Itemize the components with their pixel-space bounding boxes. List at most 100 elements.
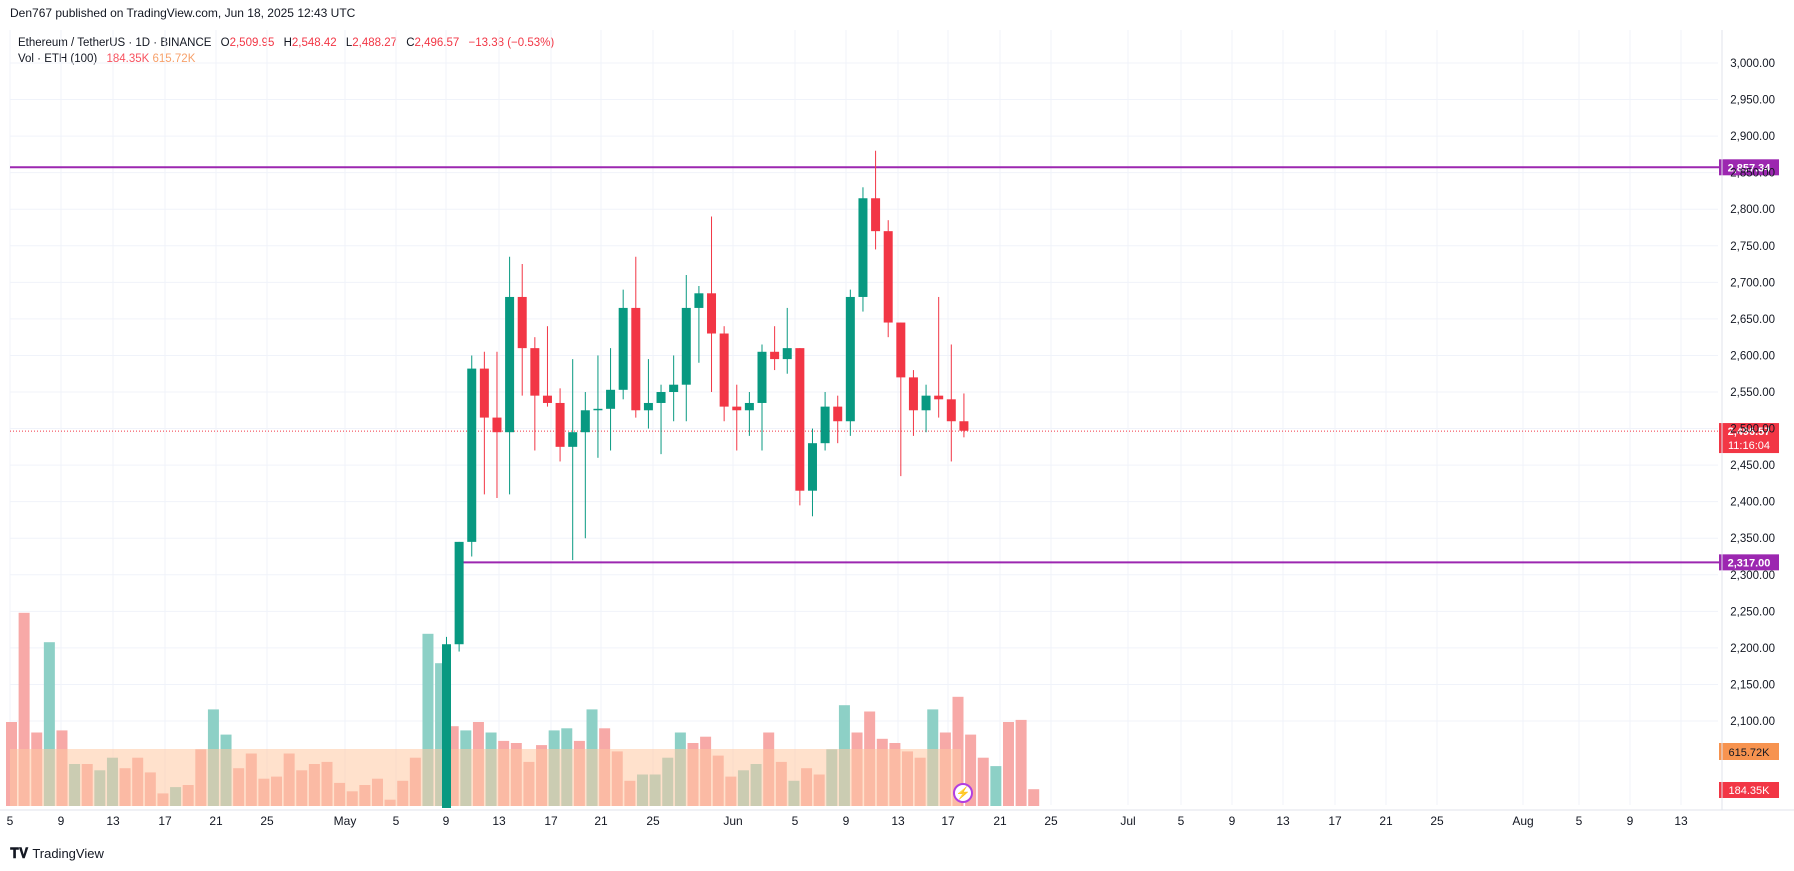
volume-tag-label: 184.35K [1729, 785, 1771, 797]
y-tick-label: 2,750.00 [1730, 241, 1775, 253]
x-tick-label: 9 [843, 814, 850, 828]
volume-value: 184.35K [106, 53, 150, 65]
candle-body [959, 421, 969, 431]
candles [442, 150, 969, 808]
candle-body [555, 402, 565, 447]
candle-body [517, 296, 527, 349]
candle-body [883, 231, 893, 323]
x-tick-label: 25 [1044, 814, 1058, 828]
x-tick-label: 17 [941, 814, 955, 828]
symbol-name[interactable]: Ethereum / TetherUS · 1D · BINANCE [18, 37, 212, 49]
candle-body [631, 307, 641, 411]
candle-body [921, 395, 931, 411]
y-tick-label: 2,600.00 [1730, 350, 1775, 362]
x-tick-label: Jun [723, 814, 742, 828]
candle-body [505, 296, 515, 433]
y-tick-label: 2,400.00 [1730, 497, 1775, 509]
y-tick-label: 2,800.00 [1730, 204, 1775, 216]
candle-body [542, 395, 552, 403]
x-tick-label: Aug [1512, 814, 1533, 828]
y-tick-label: 2,150.00 [1730, 679, 1775, 691]
candle-body [757, 351, 767, 403]
candle-body [442, 644, 451, 808]
axes: 3,000.00 2,950.00 2,900.00 2,850.00 2,800.00… [0, 30, 1794, 828]
level-price-tag [1719, 159, 1779, 176]
x-tick-label: 9 [1627, 814, 1634, 828]
candle-body [833, 406, 843, 422]
x-tick-label: 5 [393, 814, 400, 828]
candle-body [580, 410, 590, 433]
high-value: 2,548.42 [291, 37, 337, 49]
volume-bar [965, 734, 977, 806]
volume-indicator-name[interactable]: Vol · ETH (100) [18, 53, 98, 65]
candle-body [946, 399, 956, 422]
candle-body [694, 293, 704, 308]
last-price-tag [1719, 423, 1779, 454]
y-tick-label: 2,900.00 [1730, 131, 1775, 143]
candle-body [934, 395, 944, 400]
candle-body [681, 307, 691, 385]
volume-bar [1002, 722, 1014, 806]
volume-row: Vol · ETH (100) 184.35K 615.72K [18, 51, 554, 67]
x-tick-label: 17 [1328, 814, 1342, 828]
candle-body [467, 368, 477, 542]
candle-body [732, 406, 742, 411]
y-tick-label: 2,200.00 [1730, 643, 1775, 655]
y-tick-label: 2,100.00 [1730, 716, 1775, 728]
candle-body [479, 368, 489, 418]
ohlc-row: Ethereum / TetherUS · 1D · BINANCE O2,50… [18, 35, 554, 51]
change-value: −13.38 (−0.53%) [468, 37, 555, 49]
x-tick-label: 5 [792, 814, 799, 828]
tv-logo-icon: 𝐓𝐕 [10, 845, 29, 861]
grid-lines [9, 30, 1718, 805]
candle-body [606, 389, 616, 409]
candle-body [744, 402, 754, 411]
x-tick-label: 21 [993, 814, 1007, 828]
x-tick-label: 25 [646, 814, 660, 828]
countdown-label: 11:16:04 [1728, 440, 1770, 452]
x-tick-label: 9 [1229, 814, 1236, 828]
candle-body [871, 198, 881, 232]
y-tick-label: 2,250.00 [1730, 606, 1775, 618]
candle-body [643, 402, 653, 411]
candle-body [492, 417, 502, 433]
volume-ma-tag-label: 615.72K [1729, 747, 1771, 759]
volume-ma-band [10, 749, 961, 806]
x-tick-label: May [334, 814, 357, 828]
volume-bar [1028, 789, 1040, 806]
x-tick-label: 17 [158, 814, 172, 828]
candle-body [454, 541, 464, 645]
y-tick-label: 2,300.00 [1730, 570, 1775, 582]
x-tick-label: 13 [106, 814, 120, 828]
x-tick-label: 25 [260, 814, 274, 828]
symbol-legend: Ethereum / TetherUS · 1D · BINANCE O2,50… [18, 35, 554, 67]
low-value: 2,488.27 [352, 37, 398, 49]
candle-body [707, 293, 717, 334]
x-tick-label: 13 [1276, 814, 1290, 828]
candle-body [858, 198, 868, 297]
close-label: C [406, 37, 415, 49]
lightning-icon[interactable]: ⚡ [953, 783, 973, 803]
volume-tag [1719, 782, 1779, 798]
tradingview-logo-text: TradingView [32, 846, 104, 861]
volume-bar [435, 663, 447, 806]
open-value: 2,509.95 [229, 37, 275, 49]
volume-bar [977, 757, 989, 806]
y-tick-label: 2,700.00 [1730, 277, 1775, 289]
candle-body [820, 406, 830, 444]
high-label: H [283, 37, 292, 49]
candle-body [896, 322, 906, 378]
last-price-label: 2,496.57 [1728, 426, 1771, 438]
close-value: 2,496.57 [414, 37, 460, 49]
volume-bar [1015, 719, 1027, 806]
candle-body [593, 408, 603, 411]
tradingview-logo[interactable]: 𝐓𝐕 TradingView [10, 845, 104, 862]
level-price-tag [1719, 554, 1779, 571]
y-tick-label: 2,650.00 [1730, 314, 1775, 326]
low-label: L [345, 37, 353, 49]
x-tick-label: 5 [7, 814, 14, 828]
volume-ma-tag [1719, 743, 1779, 760]
publish-info: Den767 published on TradingView.com, Jun… [10, 6, 356, 20]
y-tick-label: 2,850.00 [1730, 168, 1775, 180]
